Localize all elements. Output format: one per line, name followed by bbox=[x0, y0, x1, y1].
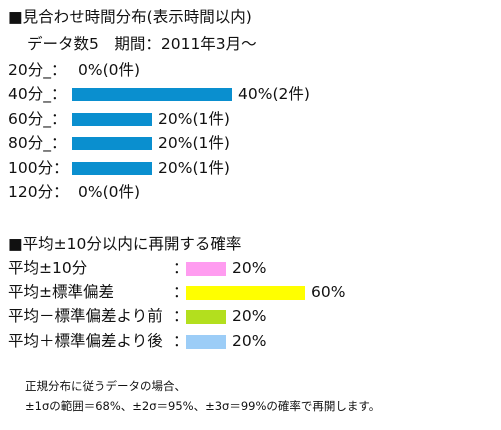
distribution-row-label: 100分： bbox=[8, 158, 69, 177]
footnote-line-1: 正規分布に従うデータの場合、 bbox=[25, 379, 186, 393]
distribution-data-label: 20%(1件) bbox=[158, 158, 230, 177]
distribution-row-label: 20分_： bbox=[8, 61, 67, 79]
probability-data-label: 60% bbox=[311, 283, 346, 302]
probability-row-label: 平均－標準偏差より前 bbox=[8, 307, 163, 326]
distribution-heading: ■見合わせ時間分布(表示時間以内) bbox=[8, 8, 252, 26]
distribution-bar bbox=[72, 161, 152, 175]
probability-data-label: 20% bbox=[232, 307, 267, 326]
probability-separator: ： bbox=[173, 307, 189, 326]
distribution-data-label: 0%(0件) bbox=[78, 61, 141, 79]
distribution-bar bbox=[72, 112, 152, 126]
footnote-line-2: ±1σの範囲＝68%、±2σ＝95%、±3σ＝99%の確率で再開します。 bbox=[25, 399, 381, 413]
probability-row-label: 平均±標準偏差 bbox=[8, 283, 114, 302]
probability-heading: ■平均±10分以内に再開する確率 bbox=[8, 235, 242, 253]
distribution-data-label: 0%(0件) bbox=[78, 183, 141, 201]
probability-bar bbox=[186, 334, 226, 349]
probability-separator: ： bbox=[173, 283, 189, 302]
distribution-data-label: 40%(2件) bbox=[238, 85, 310, 104]
probability-row-label: 平均±10分 bbox=[8, 259, 88, 277]
probability-separator: ： bbox=[173, 259, 189, 277]
probability-separator: ： bbox=[173, 331, 189, 350]
distribution-data-label: 20%(1件) bbox=[158, 109, 230, 128]
probability-bar bbox=[186, 262, 226, 276]
probability-bar bbox=[186, 286, 305, 301]
distribution-row-label: 120分： bbox=[8, 183, 69, 201]
probability-data-label: 20% bbox=[232, 259, 267, 277]
distribution-data-label: 20%(1件) bbox=[158, 134, 230, 153]
distribution-bar bbox=[72, 88, 232, 102]
distribution-row-label: 40分_： bbox=[8, 85, 67, 104]
distribution-row-label: 60分_： bbox=[8, 109, 67, 128]
probability-bar bbox=[186, 310, 226, 325]
distribution-row-label: 80分_： bbox=[8, 134, 67, 153]
distribution-subheading: データ数5 期間：2011年3月～ bbox=[27, 35, 257, 53]
probability-data-label: 20% bbox=[232, 331, 267, 350]
distribution-bar bbox=[72, 137, 152, 151]
probability-row-label: 平均＋標準偏差より後 bbox=[8, 331, 163, 350]
